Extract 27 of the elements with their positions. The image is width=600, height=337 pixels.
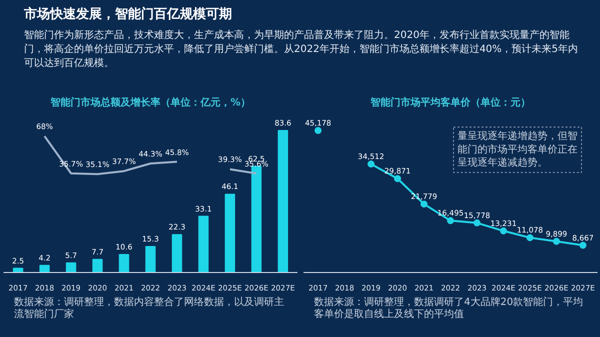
- bar: [278, 130, 288, 272]
- point: [473, 219, 480, 226]
- annotation: 量呈现逐年递增趋势，但智能门的市场平均客单价正在呈现逐年递减趋势。: [458, 130, 578, 168]
- point: [314, 127, 322, 134]
- point: [368, 160, 375, 168]
- bar: [198, 216, 209, 272]
- text: 智能门作为新形态产品，技术难度大，生产成本高，为早期的产品普及带来了阻力。2020年，发布行业首款实现量产的智能门，将高企的单价拉回近万元水平，降低了用户尝鲜门槛。从2022年开始，智能门市场总额增长率超过40%，预计未来5年内可以达到百亿规模。: [24, 28, 580, 71]
- point: [579, 242, 586, 249]
- point: [447, 217, 454, 224]
- bar: [251, 166, 262, 272]
- bar: [92, 258, 103, 272]
- point: [394, 175, 402, 182]
- bar: [224, 194, 236, 272]
- bar: [39, 264, 50, 272]
- text: 市场快速发展，智能门百亿规模可期: [24, 6, 233, 24]
- point: [552, 238, 560, 245]
- point: [420, 200, 428, 208]
- bar: [172, 234, 182, 272]
- source-note: 数据来源：调研整理，数据内容整合了网络数据，以及调研主流智能门厂家: [13, 296, 285, 322]
- bar: [118, 254, 130, 272]
- bar: [66, 262, 76, 272]
- source-note: 数据来源：调研整理，数据调研了4大品牌20款智能门，平均客单价是取自线上及线下的平均值: [313, 296, 584, 322]
- chart-title: 智能门市场平均客单价（单位：元）: [370, 96, 530, 108]
- point: [526, 234, 534, 242]
- bar: [145, 246, 156, 272]
- point: [500, 227, 507, 234]
- chart-title: 智能门市场总额及增长率（单位：亿元，%）: [49, 96, 251, 108]
